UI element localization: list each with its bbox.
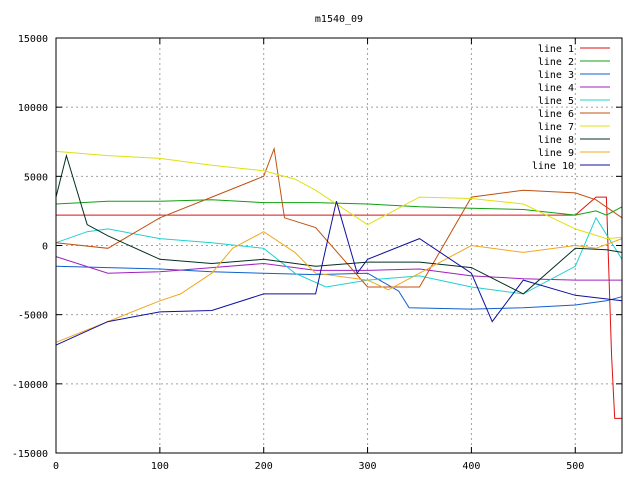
legend-label: line 7 bbox=[538, 122, 574, 133]
legend-label: line 6 bbox=[538, 109, 574, 120]
series-layer bbox=[55, 146, 623, 419]
series-line-3 bbox=[55, 265, 623, 310]
legend-label: line 1 bbox=[538, 44, 574, 55]
legend-label: line 8 bbox=[538, 135, 574, 146]
x-tick-label: 0 bbox=[53, 461, 59, 472]
x-tick-label: 500 bbox=[566, 461, 584, 472]
y-tick-label: 10000 bbox=[18, 103, 48, 114]
series-line-5 bbox=[55, 216, 623, 295]
x-tick-label: 100 bbox=[151, 461, 169, 472]
series-line-8 bbox=[55, 153, 623, 295]
series-line-2 bbox=[55, 199, 623, 216]
y-tick-label: -10000 bbox=[12, 380, 48, 391]
series-line-10 bbox=[55, 201, 623, 346]
legend-label: line 9 bbox=[538, 148, 574, 159]
x-tick-label: 300 bbox=[359, 461, 377, 472]
grid bbox=[56, 38, 622, 453]
legend: line 1 line 2 line 3 line 4 line 5 line 6 line… bbox=[532, 44, 610, 172]
series-line-6 bbox=[55, 146, 623, 288]
legend-label: line 4 bbox=[538, 83, 574, 94]
y-tick-label: 5000 bbox=[24, 172, 48, 183]
series-line-9 bbox=[55, 231, 623, 343]
legend-label: line 10 bbox=[532, 161, 574, 172]
y-tick-label: -5000 bbox=[18, 311, 48, 322]
x-tick-label: 200 bbox=[255, 461, 273, 472]
series-line-4 bbox=[55, 256, 622, 281]
legend-label: line 3 bbox=[538, 70, 574, 81]
y-tick-label: -15000 bbox=[12, 449, 48, 460]
plot-frame bbox=[55, 37, 623, 454]
series-line-7 bbox=[55, 150, 623, 240]
chart-title: m1540_09 bbox=[315, 14, 363, 25]
x-tick-label: 400 bbox=[462, 461, 480, 472]
axes: -15000 -10000 -5000 0 5000 10000 15000 0 100 200 3… bbox=[12, 34, 622, 472]
y-tick-label: 0 bbox=[42, 242, 48, 253]
y-tick-label: 15000 bbox=[18, 34, 48, 45]
legend-label: line 2 bbox=[538, 57, 574, 68]
series-line-1 bbox=[56, 196, 622, 419]
legend-label: line 5 bbox=[538, 96, 574, 107]
